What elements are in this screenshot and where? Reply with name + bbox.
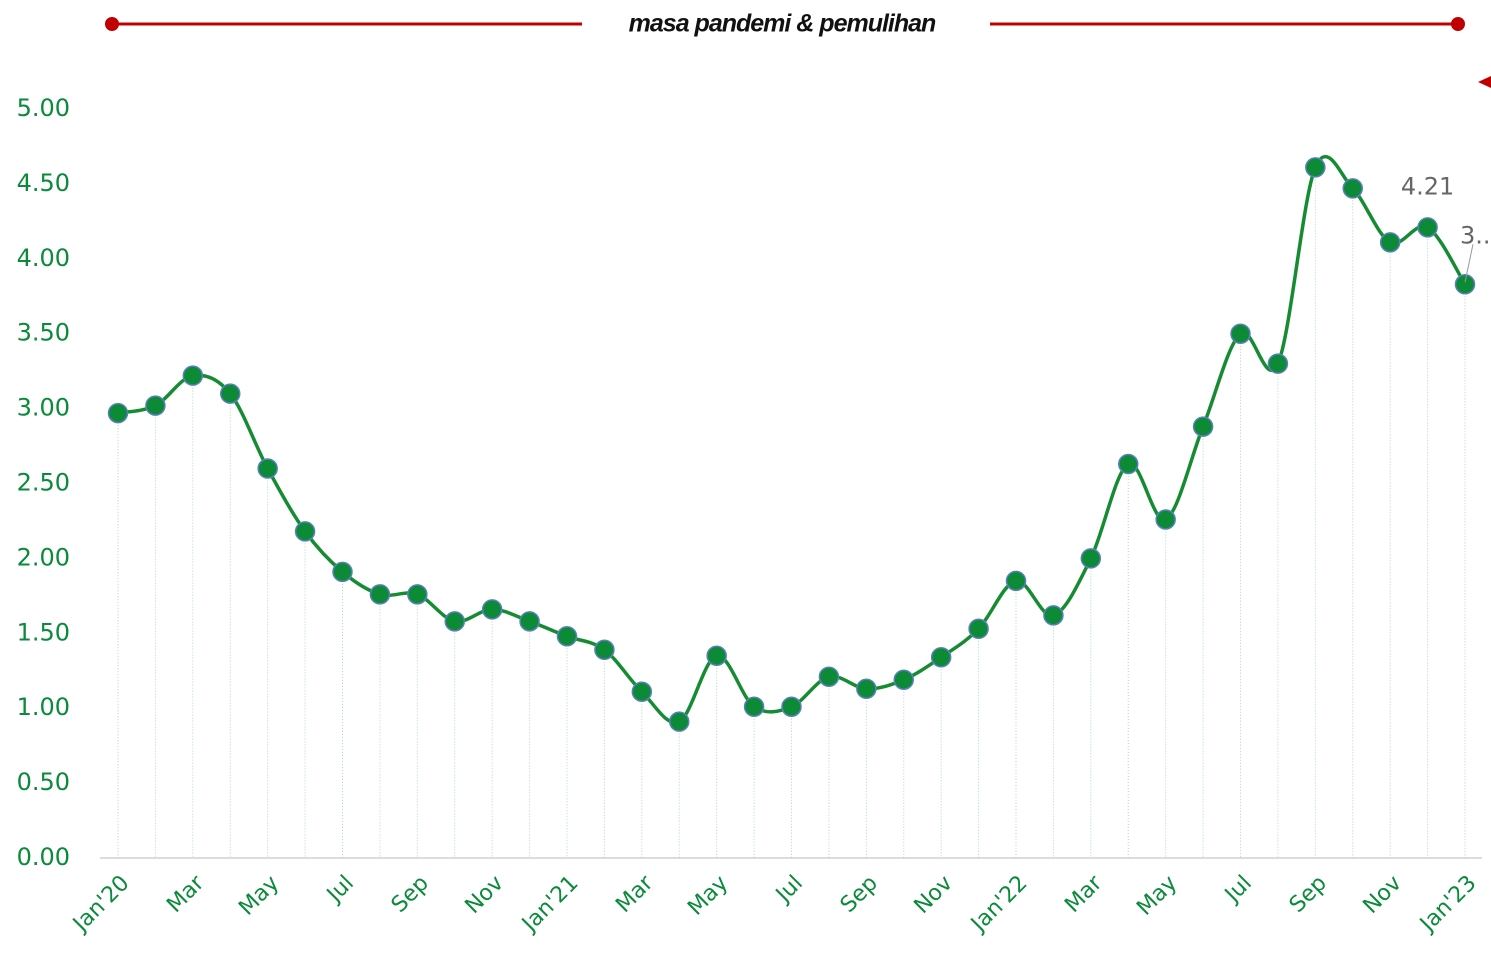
x-tick-label: Jan'23	[1414, 871, 1481, 938]
x-tick-label: Nov	[1359, 871, 1407, 919]
data-label: 3..	[1460, 221, 1491, 249]
x-tick-label: Jan'20	[67, 871, 134, 938]
label-leader	[1464, 244, 1474, 283]
y-tick-label: 0.50	[17, 768, 70, 796]
x-tick-label: Sep	[1285, 871, 1332, 918]
x-tick-label: Jul	[770, 871, 808, 909]
y-tick-label: 5.00	[17, 94, 70, 122]
point	[1155, 509, 1176, 530]
point	[1267, 353, 1289, 374]
point	[1080, 548, 1102, 569]
point	[369, 584, 391, 605]
x-tick-label: May	[234, 871, 284, 921]
x-tick-label: May	[1132, 871, 1182, 921]
point	[145, 395, 166, 416]
point	[893, 669, 914, 690]
point	[743, 696, 765, 717]
point	[669, 711, 690, 732]
x-tick-label: Mar	[162, 870, 210, 918]
point	[1230, 323, 1251, 344]
point	[1118, 453, 1139, 475]
point	[182, 365, 204, 386]
x-tick-label: Sep	[387, 871, 434, 918]
x-tick-label: Mar	[611, 870, 659, 918]
point	[332, 561, 353, 583]
chart-title: masa pandemi & pemulihan	[629, 10, 936, 38]
point	[706, 645, 727, 667]
y-tick-label: 0.00	[17, 843, 70, 871]
point	[930, 647, 952, 668]
y-tick-label: 2.50	[17, 469, 70, 497]
y-tick-label: 4.50	[17, 169, 70, 197]
point	[481, 599, 503, 620]
x-tick-label: Jul	[321, 871, 359, 909]
point	[1379, 232, 1401, 253]
point	[407, 584, 428, 605]
point	[631, 681, 653, 702]
point	[594, 639, 615, 661]
y-tick-label: 2.00	[17, 543, 70, 571]
title-decoration	[105, 17, 1491, 88]
point	[968, 618, 989, 640]
point	[1342, 178, 1363, 199]
point	[1454, 274, 1476, 295]
point	[1192, 416, 1214, 437]
point	[556, 626, 578, 647]
y-tick-label: 1.00	[17, 693, 70, 721]
x-tick-label: Jan'22	[965, 871, 1032, 938]
point	[1043, 605, 1064, 626]
point	[818, 666, 840, 687]
x-tick-label: Nov	[910, 871, 958, 919]
point	[856, 678, 877, 699]
point	[444, 611, 465, 632]
point	[1005, 570, 1027, 592]
point	[519, 611, 540, 632]
point	[1417, 217, 1438, 238]
point	[107, 402, 129, 424]
x-tick-label: Sep	[836, 871, 883, 918]
point	[220, 383, 241, 404]
data-label: 4.21	[1401, 172, 1454, 200]
point	[257, 458, 278, 479]
x-tick-label: Jan'21	[516, 871, 583, 938]
point	[1305, 157, 1326, 178]
point	[781, 696, 802, 717]
y-tick-label: 3.50	[17, 319, 70, 347]
y-tick-label: 1.50	[17, 618, 70, 646]
x-tick-label: Nov	[461, 871, 509, 919]
x-tick-label: May	[683, 871, 733, 921]
y-tick-label: 4.00	[17, 244, 70, 272]
x-tick-label: Jul	[1219, 871, 1257, 909]
y-tick-label: 3.00	[17, 394, 70, 422]
x-tick-label: Mar	[1060, 870, 1108, 918]
line	[117, 154, 1467, 725]
point	[294, 521, 316, 542]
